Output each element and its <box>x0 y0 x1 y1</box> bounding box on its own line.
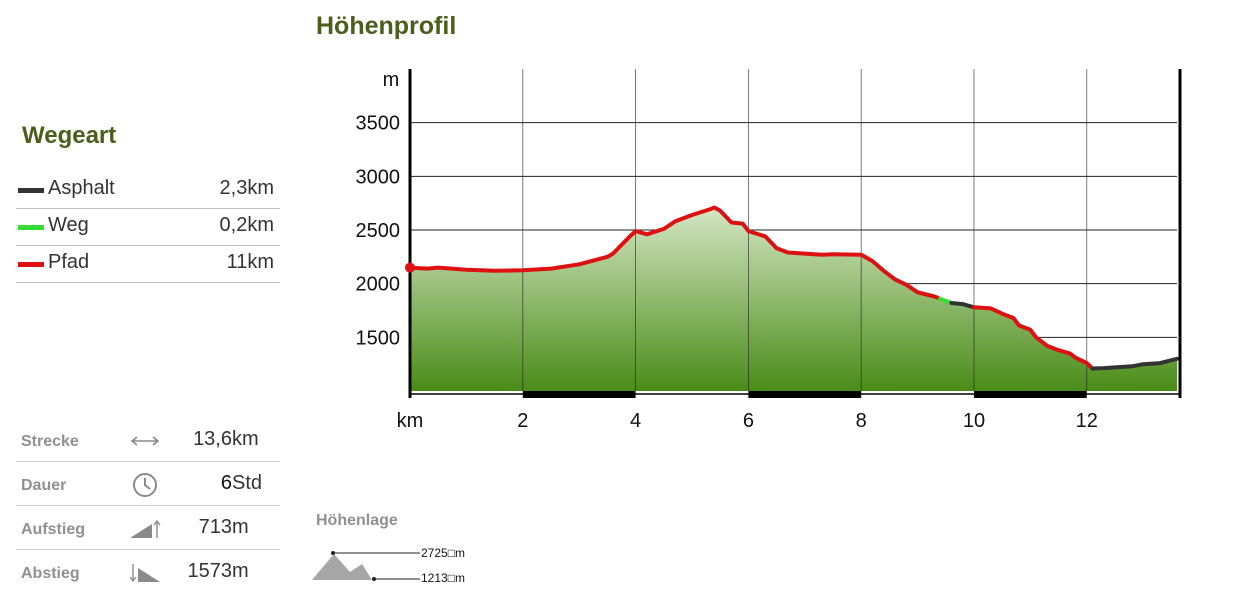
legend-item-value: 0,2km <box>219 214 274 236</box>
path-type-legend: Asphalt 2,3km Weg 0,2km Pfad 11km <box>16 172 280 283</box>
y-tick-label: 2500 <box>356 220 401 242</box>
pfad-swatch <box>18 262 44 267</box>
legend-item-weg: Weg 0,2km <box>16 209 280 246</box>
stat-row-strecke: Strecke 13,6 km <box>16 418 280 462</box>
stat-value: 13,6 <box>193 428 232 450</box>
hoehenlage-title: Höhenlage <box>316 512 398 529</box>
stat-unit: m <box>232 560 249 582</box>
x-tick-label: 8 <box>856 410 867 432</box>
segment-weg <box>938 296 954 305</box>
segment-asphalt <box>949 301 976 310</box>
y-tick-label: 2000 <box>356 274 401 296</box>
legend-item-asphalt: Asphalt 2,3km <box>16 172 280 209</box>
legend-item-label: Pfad <box>48 251 90 273</box>
x-axis-band <box>748 391 862 398</box>
y-tick-label: 3000 <box>356 166 401 188</box>
vertical-grid-lines <box>522 69 1088 391</box>
start-point <box>405 262 415 273</box>
x-axis-band <box>973 391 1087 398</box>
stat-row-dauer: Dauer 6 Std <box>16 462 280 506</box>
stat-label: Dauer <box>21 477 67 494</box>
segment-asphalt <box>1090 356 1179 371</box>
hoehenlage-max: 2725□m <box>421 546 465 560</box>
axes <box>408 69 1182 398</box>
weg-swatch <box>18 225 44 230</box>
stat-label: Aufstieg <box>21 521 85 538</box>
stat-unit: Std <box>232 472 263 494</box>
y-tick-label: 1500 <box>356 327 401 349</box>
legend-item-pfad: Pfad 11km <box>16 246 280 283</box>
page-title: Höhenprofil <box>316 12 457 40</box>
legend-item-label: Weg <box>48 214 89 236</box>
stat-value: 6 <box>220 472 232 494</box>
stat-label: Strecke <box>21 433 79 450</box>
ascent-icon <box>130 519 161 538</box>
legend-item-label: Asphalt <box>48 177 115 199</box>
x-axis-label: km <box>397 410 424 432</box>
stat-unit: km <box>232 428 259 450</box>
x-tick-label: 2 <box>517 410 528 432</box>
stat-row-aufstieg: Aufstieg 713 m <box>16 506 280 550</box>
stat-row-abstieg: Abstieg 1573 m <box>16 550 280 594</box>
descent-icon <box>129 564 160 583</box>
asphalt-swatch <box>18 188 44 193</box>
y-axis-label: m <box>383 69 400 91</box>
x-tick-label: 10 <box>963 410 985 432</box>
axis-labels: 1500 2000 2500 3000 3500 2 4 6 8 10 12 m km <box>356 69 1098 432</box>
segment-pfad <box>972 305 1095 371</box>
legend-item-value: 11km <box>226 251 274 273</box>
distance-arrows-icon <box>130 436 160 446</box>
elevation-area <box>410 207 1177 391</box>
x-tick-label: 4 <box>630 410 641 432</box>
stat-value: 1573 <box>187 560 233 582</box>
tour-stats: Strecke 13,6 km Dauer 6 Std Aufstieg 713… <box>16 418 280 594</box>
mountain-icon <box>312 551 420 581</box>
stat-unit: m <box>232 516 249 538</box>
x-axis-band <box>522 391 636 398</box>
x-tick-label: 12 <box>1076 410 1098 432</box>
legend-item-value: 2,3km <box>219 177 274 199</box>
start-marker <box>405 262 415 273</box>
legend-title: Wegeart <box>22 122 117 149</box>
hoehenlage-min: 1213□m <box>421 571 465 585</box>
clock-icon <box>133 473 157 497</box>
x-tick-label: 6 <box>743 410 754 432</box>
path-type-segments <box>408 205 1179 371</box>
y-tick-label: 3500 <box>356 113 401 135</box>
stat-label: Abstieg <box>21 565 80 582</box>
stat-value: 713 <box>198 516 232 538</box>
segment-pfad <box>408 205 943 301</box>
